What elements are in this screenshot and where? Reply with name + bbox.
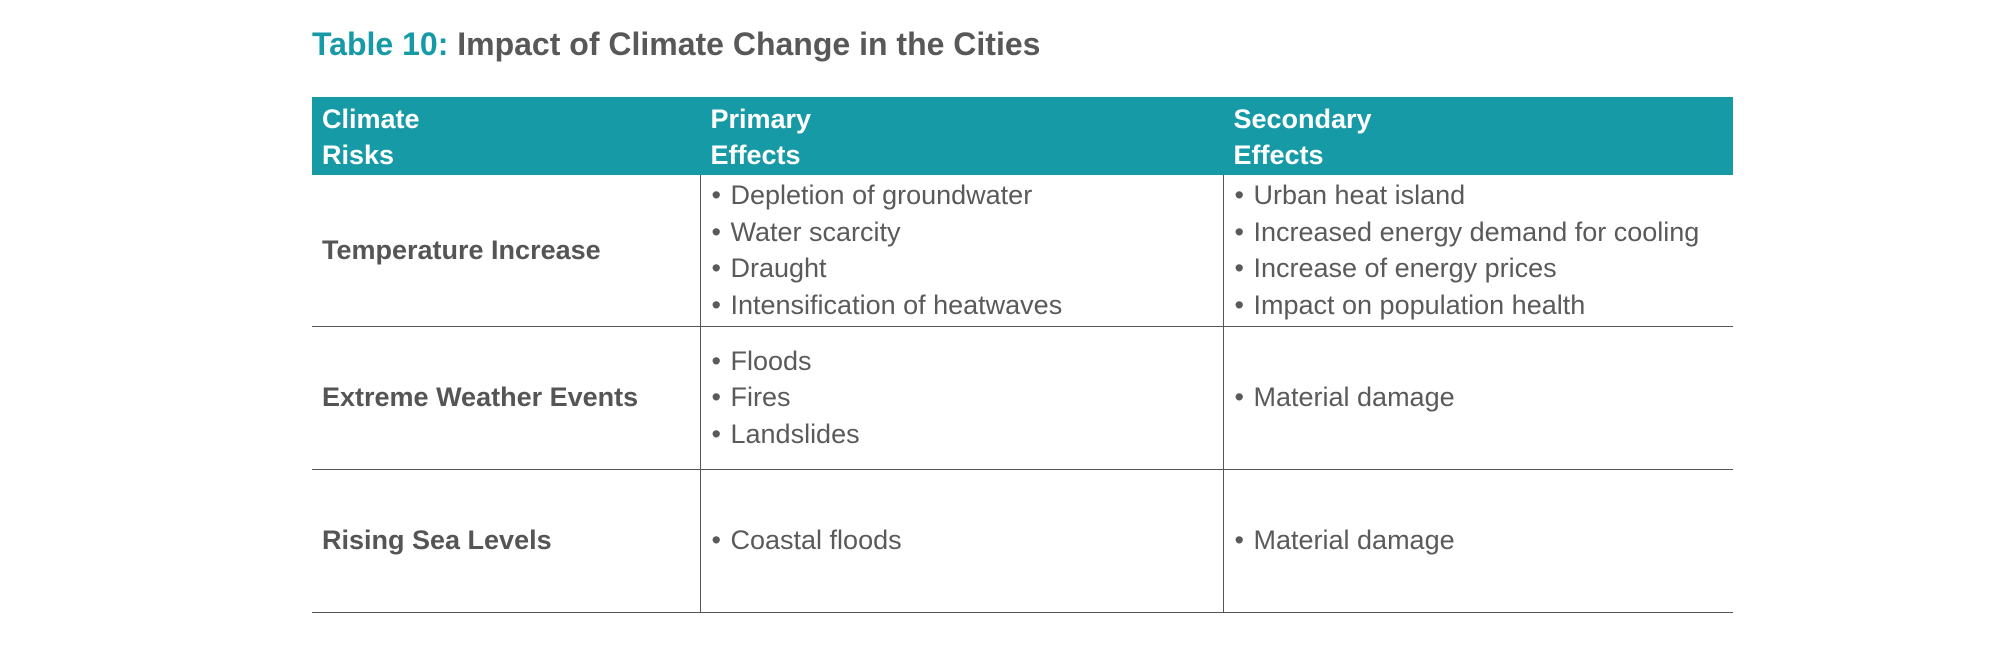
list-item: Water scarcity (711, 214, 1213, 251)
secondary-effects-cell: Material damage (1222, 469, 1733, 613)
table-number-label: Table 10: (312, 26, 449, 62)
risk-cell: Extreme Weather Events (312, 326, 700, 470)
header-secondary-effects: Secondary Effects (1222, 97, 1733, 175)
header-line: Risks (322, 140, 395, 170)
list-item: Depletion of groundwater (711, 177, 1213, 214)
list-item: Material damage (1234, 379, 1724, 416)
table-title: Impact of Climate Change in the Cities (457, 26, 1041, 62)
secondary-effects-list: Material damage (1234, 522, 1724, 559)
header-climate-risks: Climate Risks (312, 97, 700, 175)
list-item: Fires (711, 379, 1213, 416)
risk-cell: Temperature Increase (312, 175, 700, 327)
list-item: Coastal floods (711, 522, 1213, 559)
list-item: Increase of energy prices (1234, 250, 1724, 287)
list-item: Impact on population health (1234, 287, 1724, 324)
header-line: Effects (710, 140, 801, 170)
primary-effects-list: Depletion of groundwater Water scarcity … (711, 177, 1213, 323)
list-item: Draught (711, 250, 1213, 287)
secondary-effects-cell: Urban heat island Increased energy deman… (1222, 175, 1733, 327)
list-item: Floods (711, 343, 1213, 380)
primary-effects-list: Coastal floods (711, 522, 1213, 559)
table-header: Climate Risks Primary Effects Secondary … (312, 97, 1733, 175)
secondary-effects-list: Material damage (1234, 379, 1724, 416)
list-item: Urban heat island (1234, 177, 1724, 214)
list-item: Material damage (1234, 522, 1724, 559)
table-row-temperature: Temperature Increase Depletion of ground… (312, 175, 1733, 327)
secondary-effects-list: Urban heat island Increased energy deman… (1234, 177, 1724, 323)
secondary-effects-cell: Material damage (1222, 326, 1733, 470)
header-line: Climate (322, 104, 420, 134)
table-row-sea-levels: Rising Sea Levels Coastal floods Materia… (312, 469, 1733, 613)
header-primary-effects: Primary Effects (699, 97, 1223, 175)
primary-effects-cell: Coastal floods (699, 469, 1223, 613)
header-row: Climate Risks Primary Effects Secondary … (312, 97, 1733, 175)
list-item: Increased energy demand for cooling (1234, 214, 1724, 251)
header-line: Secondary (1233, 104, 1372, 134)
primary-effects-list: Floods Fires Landslides (711, 343, 1213, 453)
climate-impact-table: Climate Risks Primary Effects Secondary … (312, 97, 1733, 613)
header-line: Effects (1233, 140, 1324, 170)
table-caption: Table 10: Impact of Climate Change in th… (312, 20, 1040, 68)
table-row-extreme-weather: Extreme Weather Events Floods Fires Land… (312, 326, 1733, 470)
list-item: Landslides (711, 416, 1213, 453)
header-line: Primary (710, 104, 812, 134)
table-body: Temperature Increase Depletion of ground… (312, 175, 1733, 613)
primary-effects-cell: Floods Fires Landslides (699, 326, 1223, 470)
risk-cell: Rising Sea Levels (312, 469, 700, 613)
primary-effects-cell: Depletion of groundwater Water scarcity … (699, 175, 1223, 327)
list-item: Intensification of heatwaves (711, 287, 1213, 324)
